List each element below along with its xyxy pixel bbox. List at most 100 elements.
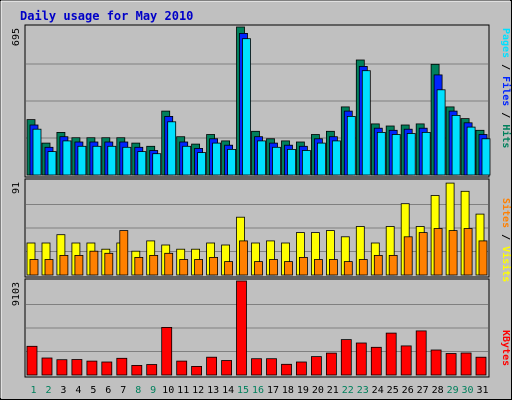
visits-bar-sites-day-17 (269, 259, 278, 276)
x-tick-label-day-27: 27 (417, 385, 429, 396)
x-tick-label-day-10: 10 (162, 385, 174, 396)
kbytes-bar-kbytes-day-31 (475, 356, 487, 376)
visits-bar-sites-day-13 (209, 256, 219, 276)
x-tick-label-day-25: 25 (387, 385, 399, 396)
x-tick-label-day-29: 29 (447, 385, 459, 396)
hits-bar-pages-day-23 (361, 70, 371, 176)
kbytes-bar-kbytes-day-22 (340, 339, 352, 376)
legend-part-5: Sites (500, 198, 512, 228)
hits-bar-pages-day-22 (346, 116, 356, 176)
x-tick-label-day-6: 6 (105, 385, 111, 396)
visits-bar-sites-day-25 (388, 254, 398, 276)
kbytes-bar-kbytes-day-5 (86, 360, 98, 376)
x-tick-label-day-1: 1 (30, 385, 36, 396)
visits-bar-sites-day-21 (328, 259, 338, 276)
kbytes-bar-kbytes-day-16 (251, 358, 262, 376)
x-tick-label-day-19: 19 (297, 385, 309, 396)
x-tick-label-day-13: 13 (207, 385, 219, 396)
x-tick-label-day-28: 28 (432, 385, 444, 396)
hits-bar-pages-day-19 (301, 150, 311, 176)
visits-bar-sites-day-29 (448, 230, 458, 276)
visits-bar-sites-day-19 (298, 256, 308, 276)
legend-part-2: Files (500, 76, 512, 106)
legend-part-3: / (500, 106, 511, 124)
kbytes-bar-kbytes-day-3 (56, 359, 68, 376)
visits-bar-sites-day-24 (373, 254, 383, 276)
x-tick-label-day-23: 23 (357, 385, 369, 396)
hits-bar-pages-day-26 (406, 133, 416, 176)
hits-bar-pages-day-8 (137, 151, 147, 176)
kbytes-bar-kbytes-day-18 (281, 363, 292, 376)
x-axis-ticks: 1 2 3 4 5 6 7 8 9 10 11 12 13 14 15 16 17 18 19 20 21 22 23 24 2… (30, 385, 488, 396)
legend-part-6: / (500, 228, 511, 246)
legend-part-8: KBytes (500, 330, 511, 366)
hits-bar-pages-day-9 (152, 153, 162, 176)
kbytes-bar-kbytes-day-26 (400, 345, 412, 376)
legend-kbytes: KBytes (500, 330, 511, 366)
visits-bar-sites-day-8 (134, 256, 144, 276)
x-tick-label-day-22: 22 (342, 385, 354, 396)
kbytes-bar-kbytes-day-4 (71, 359, 83, 376)
legend-part-4: Hits (500, 124, 512, 148)
hits-bar-pages-day-25 (391, 134, 401, 176)
visits-bar-sites-day-28 (433, 228, 443, 276)
hits-bar-pages-day-31 (481, 138, 491, 176)
x-tick-label-day-17: 17 (267, 385, 279, 396)
kbytes-scale-label: 9103 (11, 282, 22, 306)
legend-part-0: Pages (500, 28, 511, 58)
kbytes-bar-kbytes-day-29 (445, 353, 457, 376)
kbytes-bar-kbytes-day-23 (355, 342, 367, 376)
x-tick-label-day-18: 18 (282, 385, 294, 396)
x-tick-label-day-16: 16 (252, 385, 264, 396)
kbytes-bar-kbytes-day-9 (146, 364, 158, 376)
x-tick-label-day-24: 24 (372, 385, 384, 396)
x-tick-label-day-4: 4 (75, 385, 81, 396)
x-tick-label-day-31: 31 (476, 385, 488, 396)
kbytes-bar-kbytes-day-6 (101, 361, 113, 376)
visits-bar-sites-day-4 (74, 254, 84, 276)
kbytes-bar-kbytes-day-12 (191, 365, 203, 376)
hits-bar-pages-day-13 (212, 142, 222, 176)
hits-bar-pages-day-24 (376, 131, 386, 176)
kbytes-bar-kbytes-day-25 (385, 332, 397, 376)
kbytes-bar-kbytes-day-27 (415, 330, 427, 376)
visits-bar-sites-day-16 (254, 261, 263, 276)
kbytes-bar-kbytes-day-13 (206, 356, 218, 376)
visits-bar-sites-day-31 (478, 240, 488, 276)
chart-title: Daily usage for May 2010 (20, 9, 193, 23)
visits-bar-sites-day-14 (224, 261, 234, 276)
hits-bar-pages-day-1 (32, 128, 42, 176)
hits-bar-pages-day-3 (62, 140, 72, 176)
hits-bar-pages-day-4 (77, 145, 87, 176)
visits-bar-sites-day-3 (59, 254, 69, 276)
kbytes-bar-kbytes-day-10 (161, 326, 173, 376)
visits-scale-label: 91 (11, 182, 22, 194)
x-tick-label-day-5: 5 (90, 385, 96, 396)
x-tick-label-day-2: 2 (45, 385, 51, 396)
kbytes-bar-kbytes-day-24 (370, 346, 382, 376)
hits-bar-pages-day-14 (227, 148, 237, 176)
x-tick-label-day-30: 30 (461, 385, 473, 396)
visits-bar-sites-day-23 (358, 259, 368, 276)
legend-part-7: Visits (500, 246, 512, 282)
hits-bar-pages-day-12 (197, 152, 207, 176)
kbytes-bar-kbytes-day-8 (131, 364, 143, 376)
visits-bar-sites-day-9 (149, 254, 159, 276)
x-tick-label-day-11: 11 (177, 385, 189, 396)
hits-bar-pages-day-27 (421, 131, 431, 176)
kbytes-bar-kbytes-day-20 (310, 356, 322, 376)
visits-bar-sites-day-11 (179, 259, 189, 276)
kbytes-bar-kbytes-day-7 (116, 357, 128, 376)
legend-sites-visits: Sites / Visits (500, 198, 512, 282)
visits-bar-sites-day-12 (194, 259, 204, 276)
visits-bar-sites-day-30 (463, 228, 473, 276)
visits-bar-sites-day-1 (29, 259, 39, 276)
kbytes-bar-kbytes-day-2 (41, 357, 53, 376)
visits-bar-sites-day-27 (418, 232, 428, 276)
hits-bar-pages-day-7 (122, 146, 132, 176)
x-tick-label-day-20: 20 (312, 385, 324, 396)
visits-bar-sites-day-5 (89, 250, 99, 276)
visits-bar-sites-day-2 (44, 259, 54, 276)
visits-bar-sites-day-6 (104, 252, 114, 276)
